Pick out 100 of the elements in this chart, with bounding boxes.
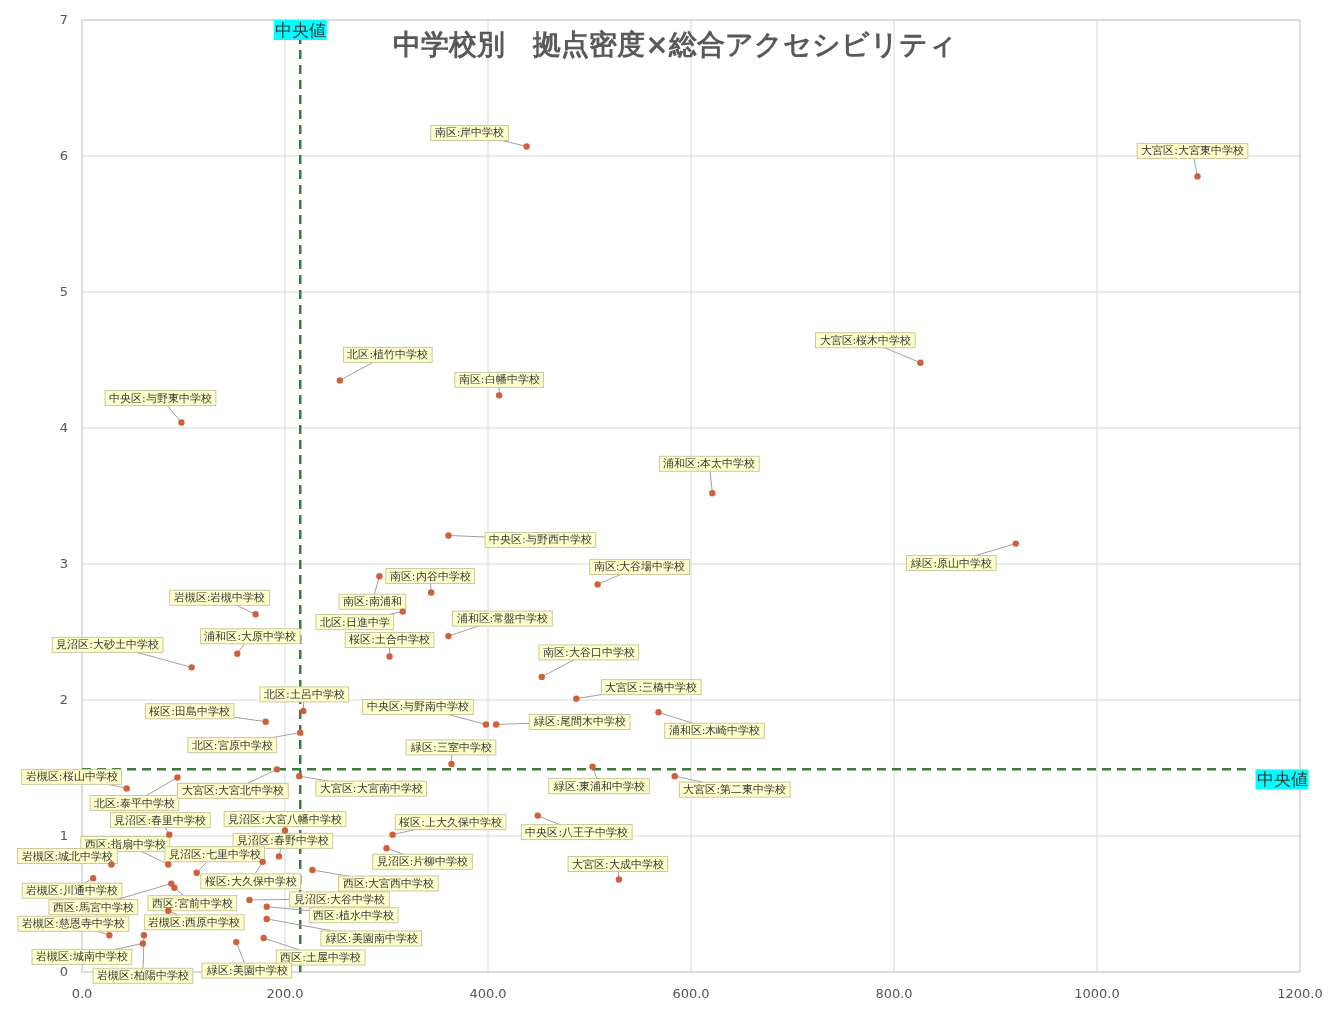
annotation: 岩槻区:川通中学校 [26, 884, 119, 898]
ref-line-label: 中央値 [1256, 769, 1308, 790]
chart-title: 中学校別 拠点密度×総合アクセシビリティ [393, 28, 957, 61]
annotation: 北区:泰平中学校 [94, 796, 175, 810]
annotation: 岩槻区:城北中学校 [21, 849, 114, 863]
annotation: 見沼区:春野中学校 [237, 834, 329, 848]
annotation: 岩槻区:城南中学校 [36, 950, 128, 964]
point [234, 650, 241, 657]
annotation: 桜区:田島中学校 [149, 704, 231, 718]
point [123, 785, 130, 792]
annotation: 南区:大谷口中学校 [542, 645, 635, 659]
annotation: 桜区:土合中学校 [349, 633, 430, 647]
point [246, 896, 253, 904]
annotation: 南区:白幡中学校 [458, 373, 540, 387]
annotation: 南区:岸中学校 [434, 126, 505, 140]
point [383, 845, 390, 852]
annotation: 緑区:原山中学校 [910, 556, 993, 570]
annotation: 見沼区:大谷中学校 [293, 892, 386, 906]
point [448, 760, 455, 768]
y-tick-label: 5 [59, 284, 68, 299]
annotation: 緑区:美園南中学校 [324, 931, 418, 945]
annotation: 西区:土屋中学校 [280, 951, 362, 964]
point [263, 903, 270, 910]
annotation: 浦和区:木崎中学校 [668, 724, 761, 738]
annotation: 大宮区:桜木中学校 [819, 333, 912, 347]
y-tick-label: 1 [59, 828, 68, 843]
annotation: 桜区:大久保中学校 [204, 874, 297, 888]
point [492, 721, 500, 728]
point [140, 932, 148, 939]
point [275, 853, 283, 860]
annotation: 中央区:与野東中学校 [109, 391, 212, 405]
point [615, 876, 623, 883]
point [671, 772, 678, 780]
x-tick-label: 200.0 [266, 986, 304, 1001]
annotation: 西区:宮前中学校 [152, 896, 233, 910]
ref-line-label: 中央値 [274, 20, 326, 40]
x-tick-label: 800.0 [875, 986, 913, 1001]
point [655, 709, 662, 716]
point [263, 915, 270, 923]
annotation: 北区:植竹中学校 [347, 348, 429, 362]
annotation: 大宮区:大宮北中学校 [181, 784, 285, 798]
annotation: 大宮区:三橋中学校 [605, 680, 698, 694]
annotation: 見沼区:片柳中学校 [376, 855, 469, 869]
point [106, 932, 113, 939]
y-tick-label: 6 [59, 148, 68, 163]
point [589, 763, 596, 770]
annotation: 岩槻区:岩槻中学校 [173, 591, 266, 605]
point [573, 695, 580, 702]
annotation: 緑区:東浦和中学校 [552, 779, 646, 793]
annotation: 見沼区:七里中学校 [168, 847, 261, 861]
annotation: 見沼区:大砂土中学校 [56, 638, 159, 652]
point [188, 664, 195, 671]
point [917, 359, 924, 366]
point [523, 143, 530, 150]
x-tick-label: 400.0 [469, 986, 507, 1001]
annotation: 西区:指扇中学校 [84, 837, 166, 851]
point [445, 532, 452, 539]
annotation: 中央区:与野南中学校 [366, 700, 470, 714]
point [1194, 173, 1201, 180]
point [427, 589, 435, 596]
annotation: 南区:大谷場中学校 [593, 560, 686, 574]
annotation: 西区:馬宮中学校 [52, 900, 134, 914]
point [538, 673, 545, 681]
y-tick-label: 3 [59, 556, 68, 571]
point [709, 490, 716, 497]
annotation: 浦和区:常盤中学校 [456, 612, 549, 626]
annotation: 大宮区:大宮南中学校 [319, 782, 423, 796]
annotation: 緑区:尾間木中学校 [533, 715, 626, 729]
point [482, 721, 490, 728]
annotation: 緑区:三室中学校 [410, 740, 492, 754]
annotation: 南区:内谷中学校 [389, 569, 471, 583]
x-tick-label: 0.0 [71, 986, 93, 1001]
annotation: 岩槻区:柏陽中学校 [97, 969, 189, 983]
x-tick-label: 1000.0 [1074, 986, 1120, 1001]
annotation: 見沼区:大宮八幡中学校 [228, 812, 342, 826]
point [495, 392, 503, 399]
point [260, 934, 267, 942]
annotation: 岩槻区:西原中学校 [148, 915, 241, 929]
point [166, 831, 173, 838]
y-tick-label: 7 [59, 12, 68, 27]
point [178, 419, 185, 426]
point [389, 831, 396, 838]
point [262, 718, 269, 725]
annotation: 見沼区:春里中学校 [114, 813, 207, 827]
annotation: 中央区:与野西中学校 [489, 533, 592, 547]
point [252, 611, 259, 618]
point [259, 858, 266, 866]
annotation: 南区:南浦和 [343, 595, 402, 609]
point [445, 632, 452, 640]
annotation: 北区:土呂中学校 [263, 687, 345, 701]
annotation: 緑区:美園中学校 [205, 964, 288, 978]
point [174, 774, 181, 781]
y-tick-label: 0 [59, 964, 68, 979]
point [165, 861, 172, 868]
point [193, 869, 200, 876]
x-tick-label: 1200.0 [1277, 986, 1323, 1001]
point [273, 766, 281, 773]
point [296, 772, 303, 780]
point [1012, 540, 1019, 547]
point [594, 581, 601, 588]
